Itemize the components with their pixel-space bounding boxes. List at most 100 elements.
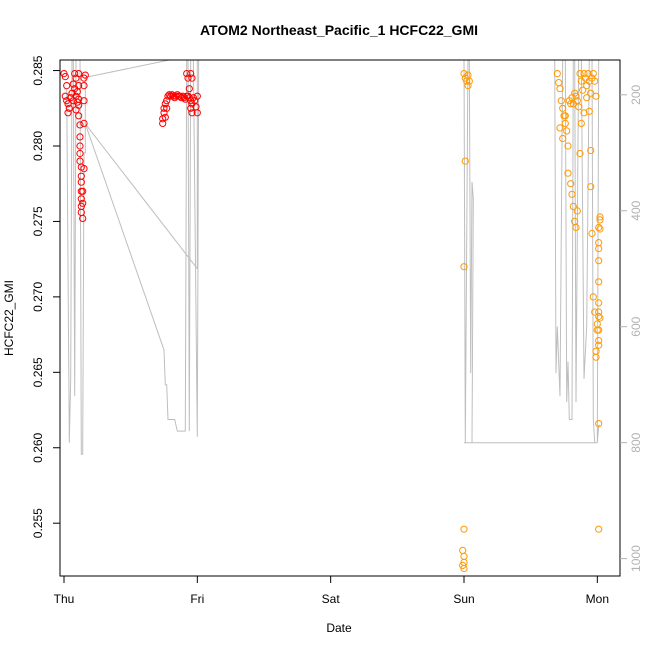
y-tick-label: 0.270 [31, 282, 45, 312]
data-point [169, 92, 177, 100]
data-point [185, 85, 193, 93]
data-point [188, 74, 196, 82]
y-tick-label: 0.255 [31, 508, 45, 538]
data-point [75, 101, 83, 109]
y-tick-label: 0.260 [31, 432, 45, 462]
plot-frame [59, 59, 621, 577]
data-point [188, 109, 196, 117]
data-point [79, 187, 87, 195]
data-point [73, 88, 81, 96]
data-point [76, 149, 84, 158]
x-axis: Thu Fri Sat Sun Mon [54, 576, 609, 606]
data-point [595, 245, 603, 253]
data-point [460, 525, 468, 533]
x-tick-label: Thu [54, 592, 75, 606]
data-point [76, 142, 84, 150]
x-tick-label: Sun [453, 592, 474, 606]
data-point [595, 337, 603, 345]
data-point [556, 124, 564, 132]
data-point [589, 70, 597, 78]
y-tick-label: 0.275 [31, 206, 45, 236]
chart-title: ATOM2 Northeast_Pacific_1 HCFC22_GMI [200, 22, 478, 38]
data-point [64, 100, 72, 108]
data-point [183, 70, 191, 78]
data-point [595, 223, 603, 232]
data-point [596, 216, 604, 224]
data-point [587, 146, 595, 155]
data-point [557, 97, 565, 105]
data-point [80, 82, 88, 90]
data-point [553, 70, 561, 78]
data-point [176, 92, 184, 100]
data-point [76, 121, 84, 129]
data-point [461, 157, 469, 165]
data-point [568, 190, 576, 198]
data-point [587, 89, 595, 97]
data-point [165, 91, 173, 99]
data-point [580, 70, 588, 78]
data-point [161, 113, 169, 121]
data-point [187, 70, 195, 78]
data-point [460, 552, 468, 561]
data-point [592, 347, 600, 355]
x-axis-label: Date [326, 621, 352, 635]
data-point [65, 104, 73, 112]
data-point [460, 564, 468, 573]
data-point [579, 86, 587, 94]
altitude-layer [64, 60, 600, 455]
data-point [592, 353, 600, 361]
data-point [64, 109, 72, 117]
data-point [160, 104, 168, 112]
data-point [559, 134, 567, 143]
data-point [80, 97, 88, 105]
data-point [79, 214, 87, 222]
data-point [588, 229, 596, 238]
data-point [595, 326, 603, 334]
y-tick-label: 0.265 [31, 357, 45, 387]
right-y-tick-label: 400 [629, 200, 643, 220]
data-point [77, 195, 85, 203]
data-point [79, 199, 87, 207]
data-point [561, 119, 569, 128]
data-point [159, 119, 167, 128]
data-point [583, 94, 591, 102]
data-point [71, 70, 79, 78]
data-point [591, 77, 599, 85]
data-point [559, 104, 567, 112]
data-point [76, 133, 84, 141]
data-point [572, 92, 580, 100]
data-point [596, 213, 604, 221]
data-point [573, 207, 581, 215]
data-point [575, 103, 583, 111]
y-tick-label: 0.280 [31, 131, 45, 161]
altitude-line [64, 60, 600, 455]
data-point [63, 82, 71, 90]
data-point [81, 71, 89, 79]
data-point [193, 109, 201, 117]
data-point [587, 183, 595, 191]
data-point [595, 525, 603, 533]
data-point [592, 92, 600, 100]
data-point [460, 263, 468, 271]
data-point [595, 420, 603, 428]
data-point [163, 97, 171, 105]
data-point [596, 225, 604, 233]
data-point [172, 92, 180, 100]
data-point [569, 202, 577, 210]
right-y-tick-label: 200 [629, 84, 643, 104]
data-point [464, 82, 472, 90]
data-point [591, 308, 599, 316]
data-point [595, 299, 603, 307]
data-point [595, 239, 603, 247]
data-point [589, 293, 597, 301]
data-point [584, 70, 592, 78]
data-point [187, 104, 195, 112]
data-point [567, 180, 575, 188]
y-axis-label: HCFC22_GMI [2, 280, 16, 356]
data-point [585, 107, 593, 115]
data-point [80, 119, 88, 128]
data-point [75, 70, 83, 78]
right-y-tick-label: 600 [629, 316, 643, 336]
data-point [596, 314, 604, 322]
